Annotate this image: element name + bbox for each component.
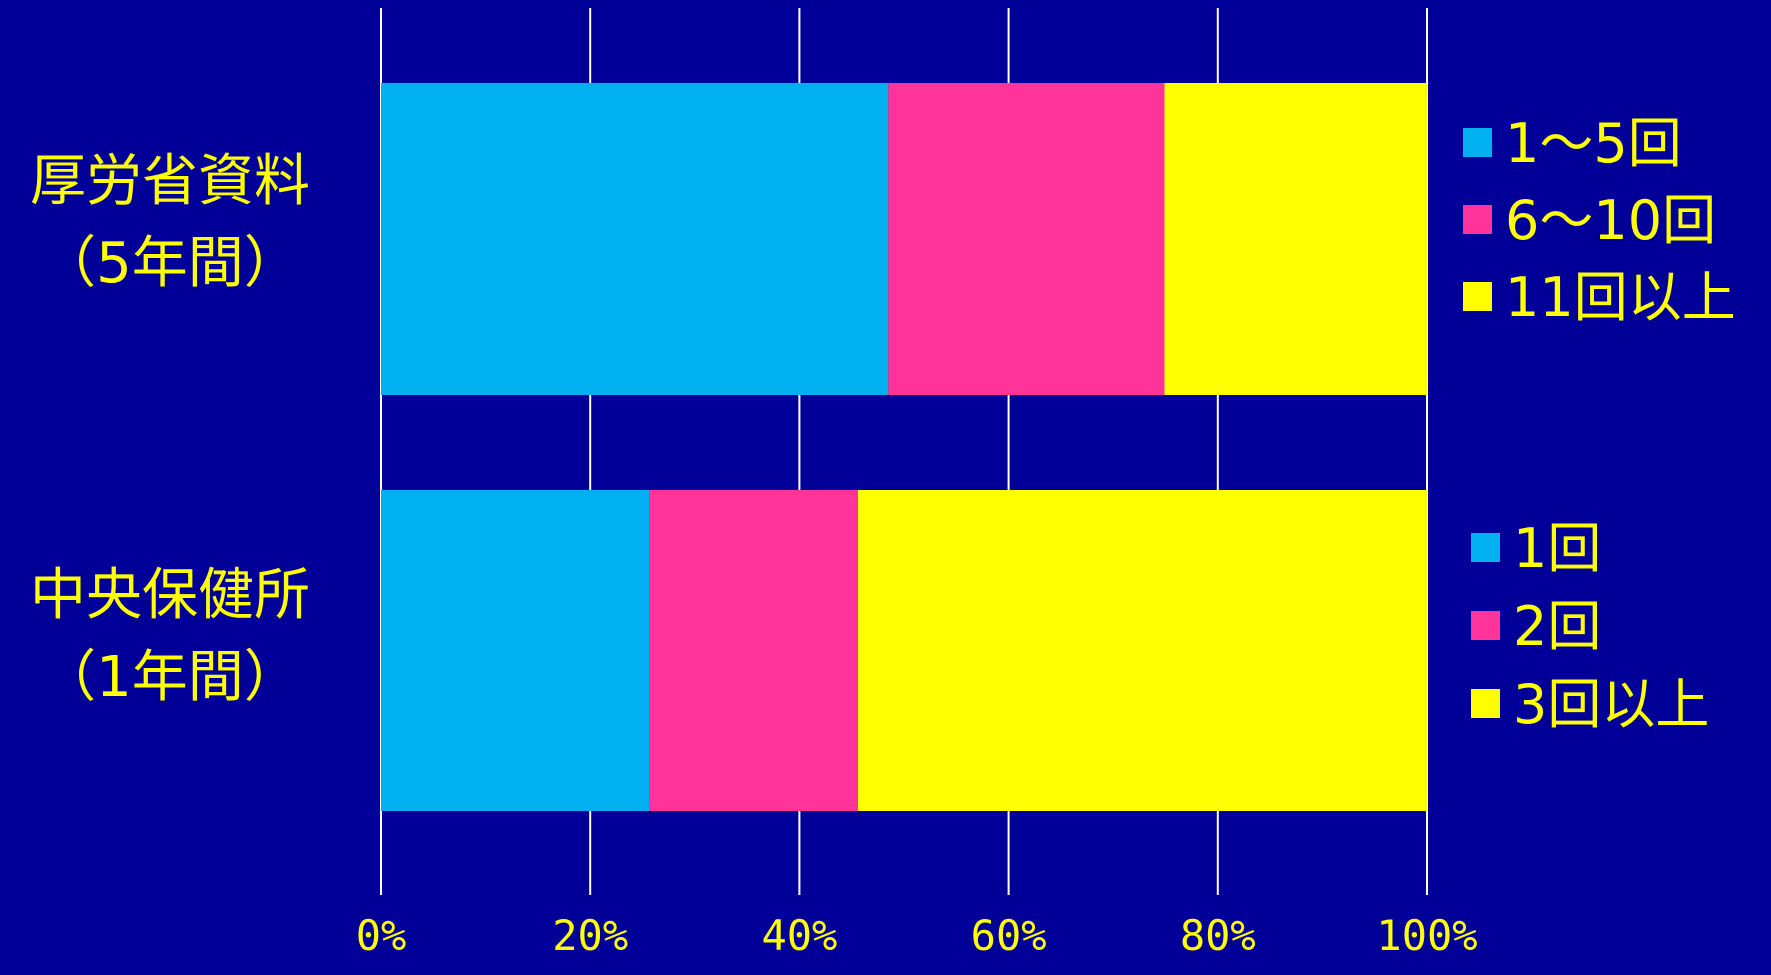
legend-label: 6～10回 bbox=[1505, 189, 1716, 252]
x-tick-label: 20% bbox=[552, 911, 628, 960]
bar-segment bbox=[888, 83, 1165, 395]
legend-swatch bbox=[1471, 689, 1500, 718]
legend-label: 2回 bbox=[1513, 595, 1601, 658]
bar-segment bbox=[649, 490, 858, 811]
bar-segment bbox=[381, 83, 889, 395]
bar-segment bbox=[1164, 83, 1427, 395]
category-labels: 厚労省資料 （5年間） 中央保健所 （1年間） bbox=[30, 149, 310, 710]
x-tick-label: 40% bbox=[761, 911, 837, 960]
legend-swatch bbox=[1471, 533, 1500, 562]
legend-swatch bbox=[1463, 205, 1492, 234]
legend-label: 1～5回 bbox=[1505, 112, 1682, 175]
legend-swatch bbox=[1471, 611, 1500, 640]
bars bbox=[381, 83, 1427, 811]
bar-segment bbox=[857, 490, 1427, 811]
x-tick-label: 100% bbox=[1376, 911, 1477, 960]
category-label: 厚労省資料 bbox=[30, 149, 310, 214]
legend-label: 3回以上 bbox=[1513, 673, 1709, 736]
category-label: （1年間） bbox=[40, 645, 300, 710]
x-tick-label: 0% bbox=[356, 911, 407, 960]
x-axis-tick-labels: 0% 20% 40% 60% 80% 100% bbox=[356, 911, 1478, 960]
legend-swatch bbox=[1463, 282, 1492, 311]
x-tick-label: 80% bbox=[1180, 911, 1256, 960]
bar-segment bbox=[381, 490, 650, 811]
legend-label: 1回 bbox=[1513, 517, 1601, 580]
legend-label: 11回以上 bbox=[1505, 266, 1736, 329]
category-label: （5年間） bbox=[40, 231, 300, 296]
legends: 1～5回 6～10回 11回以上 1回 2回 3回以上 bbox=[1463, 112, 1736, 736]
legend-swatch bbox=[1463, 128, 1492, 157]
category-label: 中央保健所 bbox=[30, 563, 310, 628]
x-tick-label: 60% bbox=[971, 911, 1047, 960]
